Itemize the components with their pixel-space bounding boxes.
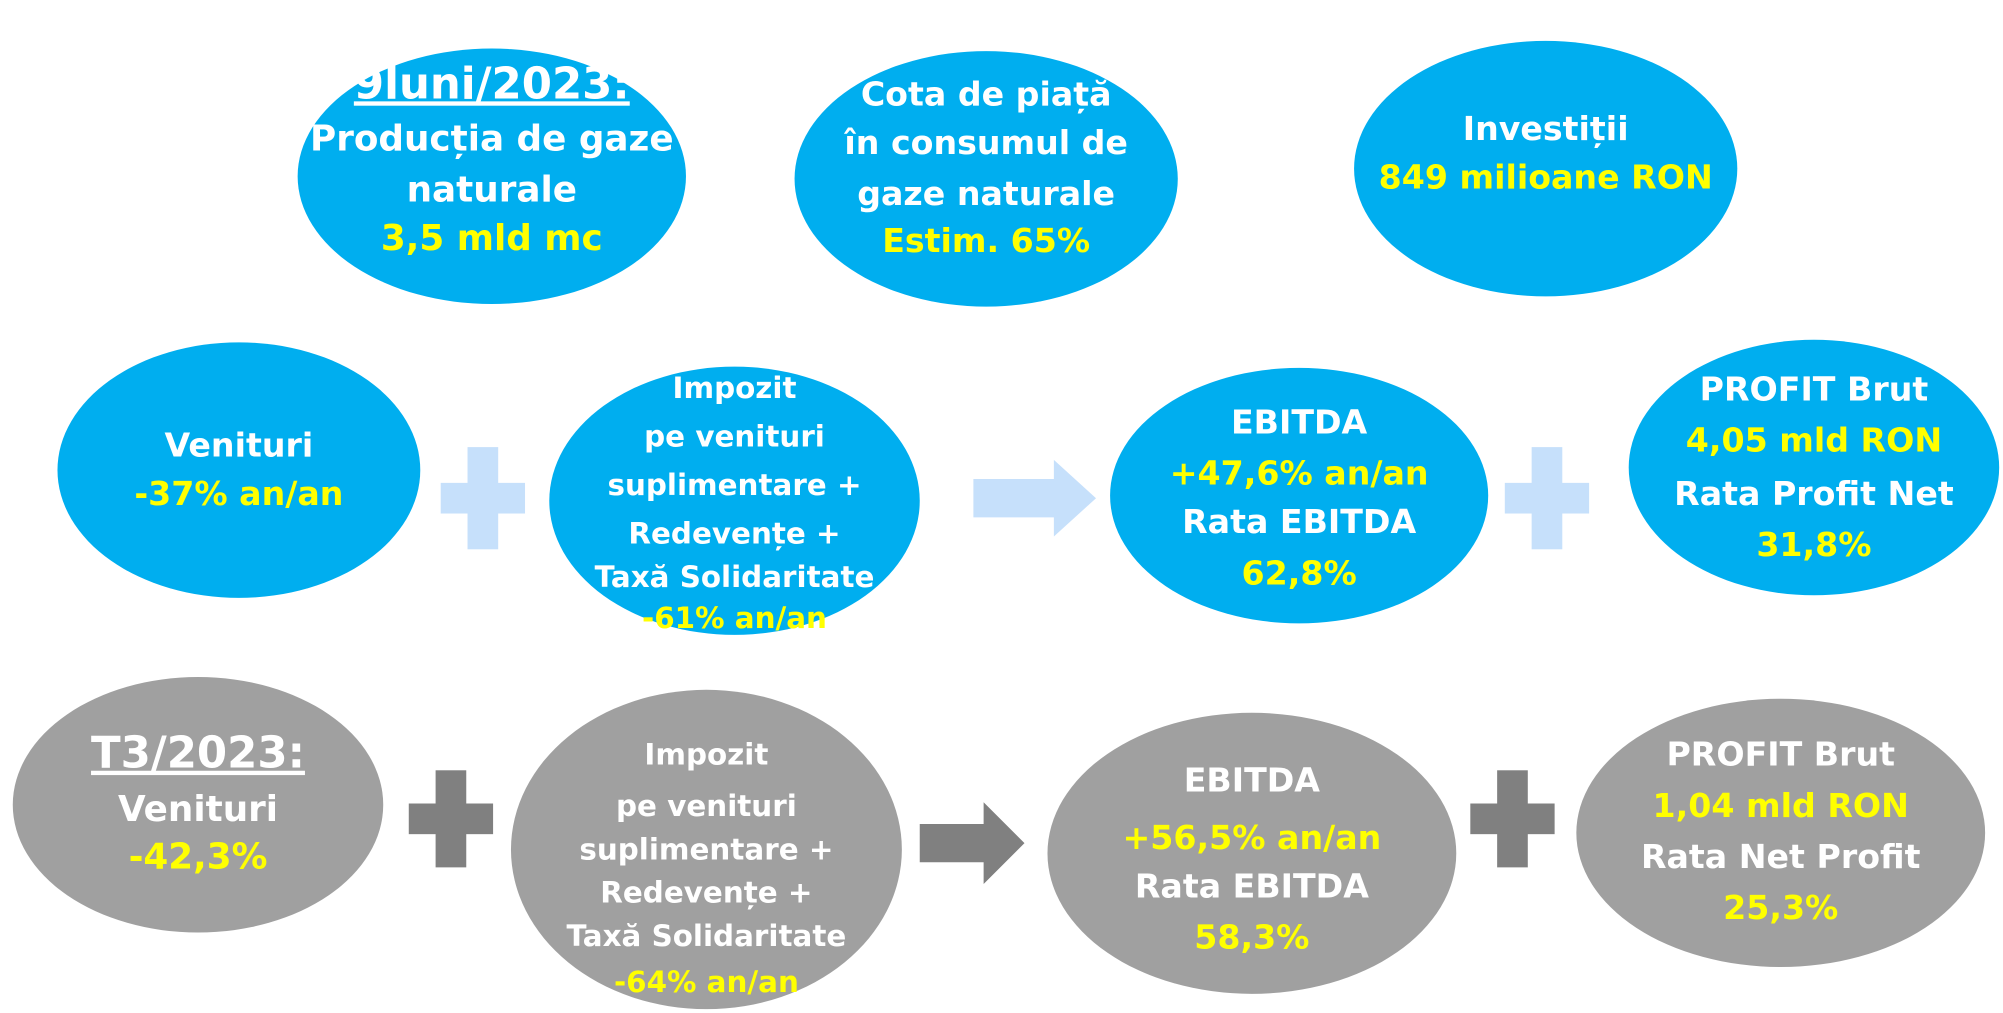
node-line: -42,3% [129,836,268,877]
node [57,342,421,598]
node [549,366,920,635]
node-line: +47,6% an/an [1170,454,1429,493]
node-line: 25,3% [1723,888,1838,927]
plus [440,447,526,550]
node-line: PROFIT Brut [1700,369,1929,408]
node-line: Venituri [118,789,278,830]
node-line: Rata Profit Net [1674,474,1954,513]
node-line: suplimentare + [607,468,861,502]
node [794,51,1178,307]
node-line: pe venituri [616,789,797,823]
node-line: -61% an/an [642,601,827,635]
node-line: Impozit [673,371,797,405]
node-line: Rata EBITDA [1135,866,1369,905]
node-line: Taxă Solidaritate [567,919,847,953]
node-line: -37% an/an [134,474,343,513]
plus [1470,770,1555,868]
node-line: Rata Net Profit [1641,837,1921,876]
node-heading: T3/2023: [91,729,305,779]
node-line: 1,04 mld RON [1653,786,1909,825]
node-line: Producția de gaze [310,119,674,160]
node [1047,712,1457,994]
node [510,689,902,1010]
node-line: 31,8% [1756,525,1871,564]
node-line: 4,05 mld RON [1686,420,1942,459]
node-line: 849 milioane RON [1379,157,1713,196]
node-line: +56,5% an/an [1122,818,1381,857]
node-line: 58,3% [1194,917,1309,956]
node-line: PROFIT Brut [1666,735,1895,774]
node-line: gaze naturale [857,174,1115,213]
node [1110,367,1489,624]
node-heading: 9luni/2023: [354,59,630,109]
node-line: 62,8% [1242,553,1357,592]
arrow [973,459,1097,537]
node-line: suplimentare + [579,832,833,866]
node-line: EBITDA [1231,403,1368,442]
node-line: Rata EBITDA [1182,502,1416,541]
node-line: Investiții [1463,109,1629,148]
node-line: 3,5 mld mc [381,218,603,259]
node-line: Impozit [644,738,768,772]
node [1576,698,1986,968]
node-line: în consumul de [843,123,1128,162]
arrow [919,802,1025,884]
node-line: EBITDA [1184,760,1321,799]
node [1628,339,2000,596]
node-line: pe venituri [644,420,825,454]
node-line: Redevențe + [628,517,840,552]
node-line: naturale [407,170,577,211]
node-line: Venituri [165,426,314,465]
plus [408,770,494,868]
node [1354,40,1738,297]
node-line: -64% an/an [614,965,799,999]
node [12,677,384,933]
node [297,48,686,305]
node-line: Estim. 65% [882,221,1090,260]
node-line: Cota de piață [861,74,1112,113]
node-line: Taxă Solidaritate [595,560,875,594]
plus [1504,447,1590,550]
node-line: Redevențe + [600,876,812,911]
